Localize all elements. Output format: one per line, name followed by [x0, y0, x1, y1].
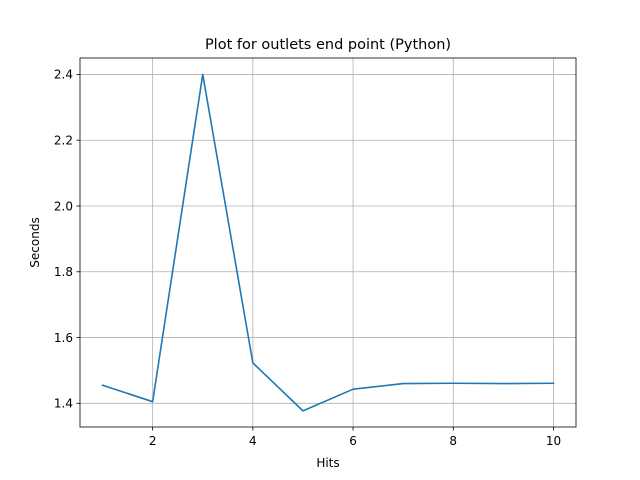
plot-frame: [79, 57, 577, 428]
x-tick-label: 10: [546, 434, 561, 448]
x-tick-label: 2: [149, 434, 157, 448]
chart-title: Plot for outlets end point (Python): [205, 37, 451, 53]
grid-lines: [80, 58, 576, 427]
y-tick-label: 2.2: [54, 134, 73, 148]
x-tick-label: 4: [249, 434, 257, 448]
y-tick-label: 2.4: [54, 68, 73, 82]
y-tick-label: 1.6: [54, 331, 73, 345]
y-axis-label: Seconds: [28, 217, 42, 267]
y-tick-label: 2.0: [54, 199, 73, 213]
x-tick-label: 8: [449, 434, 457, 448]
x-tick-label: 6: [349, 434, 357, 448]
y-tick-label: 1.4: [54, 397, 73, 411]
series-line: [101, 73, 555, 412]
y-tick-label: 1.8: [54, 265, 73, 279]
x-axis-label: Hits: [316, 456, 339, 470]
series-layer: [101, 73, 555, 412]
axis-ticks: 2 4 6 8 10 1.4 1.6 1.8 2.0 2.2 2.4: [54, 68, 561, 448]
